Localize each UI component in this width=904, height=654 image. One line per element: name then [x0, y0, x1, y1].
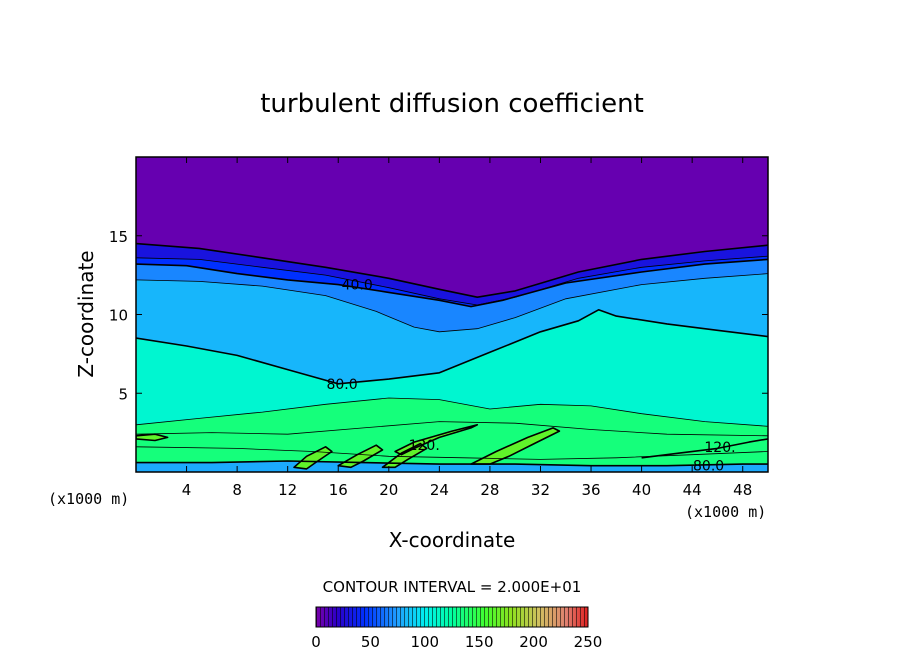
contour-line-0 [136, 242, 768, 298]
x-tick-label: 16 [329, 481, 348, 499]
y-tick-label: 10 [109, 307, 128, 325]
contour-line-20 [136, 255, 768, 306]
colorbar-tick-label: 0 [311, 633, 321, 651]
chart-title: turbulent diffusion coefficient [260, 89, 644, 119]
contour-line-80 [136, 309, 768, 385]
contour-line-120 [337, 444, 384, 469]
contour-line-60 [136, 273, 768, 333]
contour-label: 120. [409, 438, 440, 454]
contour-line-80 [136, 460, 768, 467]
contour-label: 80.0 [326, 377, 357, 393]
contour-line-120 [136, 433, 169, 442]
contour-line-100 [136, 446, 768, 460]
contour-line-40 [136, 258, 768, 308]
x-unit-label-left: (x1000 m) [48, 490, 129, 508]
x-tick-label: 36 [581, 481, 600, 499]
contour-interval-text: CONTOUR INTERVAL = 2.000E+01 [323, 578, 582, 596]
x-tick-label: 4 [182, 481, 192, 499]
x-tick-label: 40 [632, 481, 651, 499]
y-tick-label: 15 [109, 228, 128, 246]
band-high-9 [471, 427, 560, 465]
colorbar-tick-label: 150 [465, 633, 494, 651]
colorbar-tick-label: 250 [574, 633, 603, 651]
colorbar-tick-label: 50 [361, 633, 380, 651]
plot-area [136, 157, 768, 472]
colorbar-lines [316, 607, 588, 627]
contour-line-120 [293, 446, 333, 470]
contour-line-120 [641, 438, 768, 459]
contour-label: 120. [704, 440, 735, 456]
contour-label: 40.0 [342, 278, 373, 294]
contour-line-120 [394, 424, 479, 456]
x-unit-label-right: (x1000 m) [685, 503, 766, 521]
colorbar-frame [315, 606, 589, 628]
contour-line-100 [136, 421, 768, 437]
x-tick-label: 20 [379, 481, 398, 499]
contour-line-120 [381, 442, 428, 469]
y-axis-ticks: 5 10 15 [109, 228, 768, 403]
x-tick-label: 44 [683, 481, 702, 499]
color-field [136, 157, 768, 472]
colorbar: 0 50 100 150 200 250 [311, 606, 602, 651]
band-high-15 [382, 443, 427, 468]
contour-line-100 [136, 397, 768, 427]
band-100-low [136, 398, 768, 472]
x-tick-label: 28 [480, 481, 499, 499]
contour-labels: 40.0 80.0 120. 120. 80.0 [326, 278, 735, 475]
x-tick-label: 12 [278, 481, 297, 499]
contour-label: 80.0 [693, 459, 724, 475]
x-axis-ticks: 4 8 12 16 20 24 28 32 36 40 44 48 [182, 157, 752, 499]
band-surface [136, 461, 768, 472]
colorbar-tick-label: 200 [519, 633, 548, 651]
x-tick-label: 48 [733, 481, 752, 499]
contour-line-120 [470, 427, 561, 465]
colorbar-tick-label: 100 [410, 633, 439, 651]
contour-lines [136, 242, 768, 470]
y-axis-label: Z-coordinate [74, 250, 98, 377]
x-tick-label: 32 [531, 481, 550, 499]
x-tick-label: 8 [232, 481, 242, 499]
y-tick-label: 5 [118, 385, 128, 403]
colorbar-ticks: 0 50 100 150 200 250 [311, 633, 602, 651]
x-tick-label: 24 [430, 481, 449, 499]
x-axis-label: X-coordinate [389, 528, 516, 552]
